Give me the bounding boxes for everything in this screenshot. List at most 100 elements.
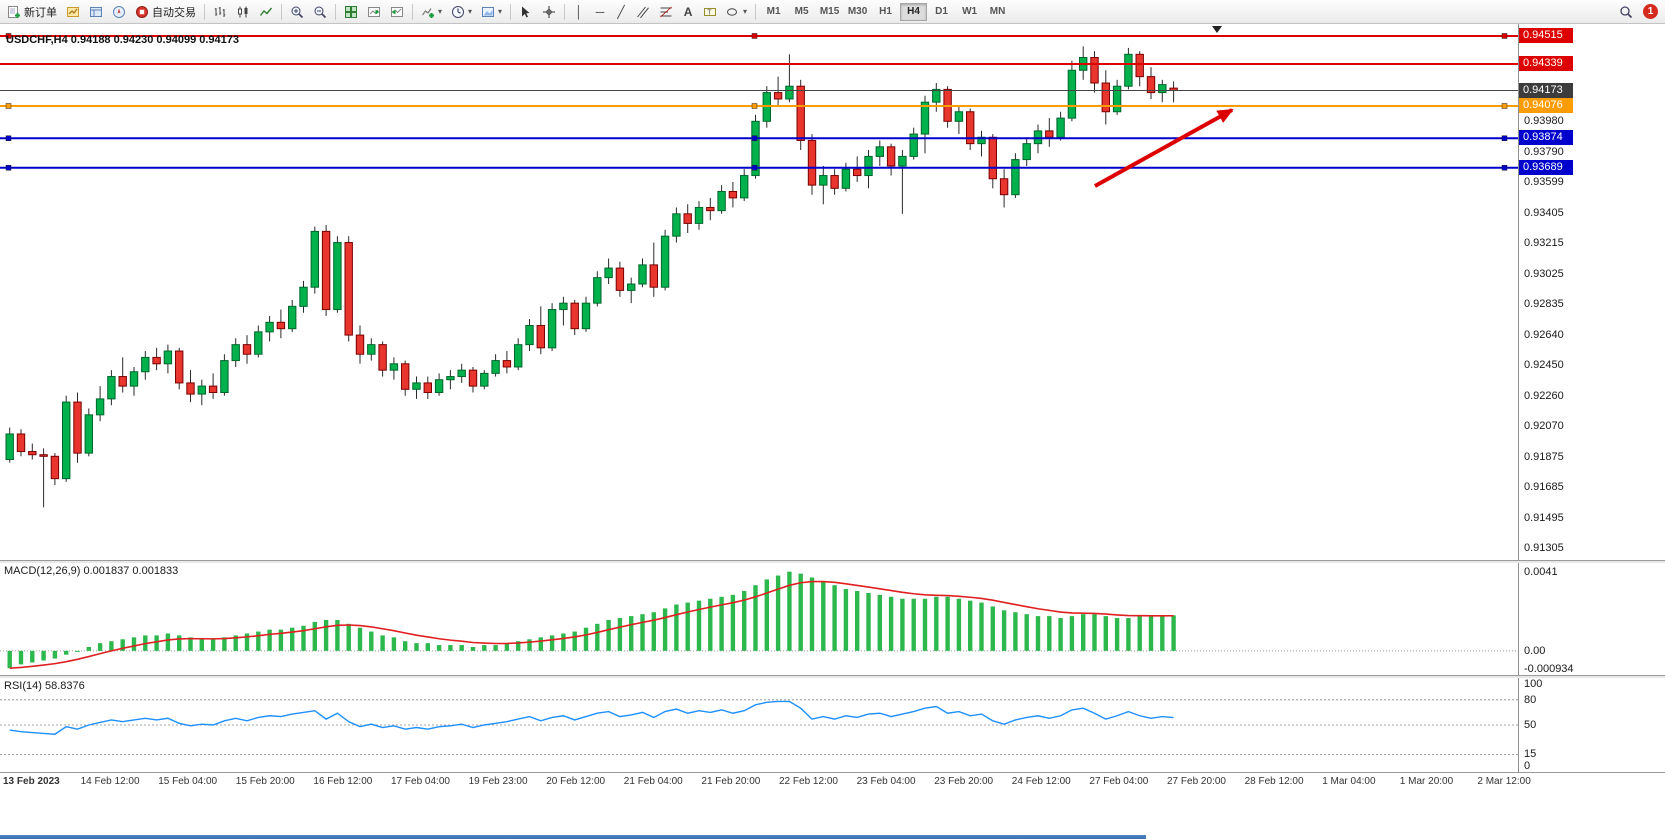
time-axis-label: 23 Feb 04:00 xyxy=(856,776,916,787)
candles-chart-button[interactable] xyxy=(232,2,254,22)
timeframe-h4[interactable]: H4 xyxy=(900,2,928,21)
autotrading-button[interactable]: 自动交易 xyxy=(131,2,200,22)
horizontal-line-button[interactable]: ─ xyxy=(590,2,610,22)
macd-label: MACD(12,26,9) 0.001837 0.001833 xyxy=(4,565,179,577)
macd-chart[interactable] xyxy=(0,563,1518,675)
macd-axis[interactable]: 0.0041 0.00 -0.000934 xyxy=(1518,563,1664,675)
trendline-button[interactable]: ╱ xyxy=(611,2,631,22)
macd-histogram-bar xyxy=(787,571,792,651)
vertical-line-button[interactable]: │ xyxy=(569,2,589,22)
line-anchor-marker[interactable] xyxy=(1501,103,1508,109)
indicators-button[interactable]: ▾ xyxy=(417,2,446,22)
chart-shift-button[interactable] xyxy=(363,2,385,22)
bars-chart-button[interactable] xyxy=(209,2,231,22)
panel-splitter[interactable] xyxy=(0,560,1665,563)
macd-histogram-bar xyxy=(968,600,973,651)
macd-histogram-bar xyxy=(380,635,385,651)
price-label-badge: 0.93689 xyxy=(1519,159,1573,175)
line-anchor-marker[interactable] xyxy=(1501,33,1508,39)
line-anchor-marker[interactable] xyxy=(751,164,758,171)
timeframe-m30[interactable]: M30 xyxy=(844,3,871,21)
rsi-scale-tick: 0 xyxy=(1524,760,1531,772)
trend-arrow-object[interactable] xyxy=(1094,108,1233,188)
time-axis-label: 27 Feb 04:00 xyxy=(1089,776,1149,787)
zoom-in-button[interactable] xyxy=(286,2,308,22)
line-anchor-marker[interactable] xyxy=(5,103,12,109)
search-button[interactable] xyxy=(1615,2,1637,22)
price-tick: 0.93790 xyxy=(1524,145,1564,158)
price-axis[interactable]: 0.93980 0.93790 0.93599 0.93405 0.93215 0.930… xyxy=(1518,24,1664,560)
timeframe-h1[interactable]: H1 xyxy=(872,3,899,21)
timeframe-m15[interactable]: M15 xyxy=(816,3,843,21)
candle xyxy=(310,226,320,294)
toolbar-right-group: 1 xyxy=(1615,2,1662,22)
templates-button[interactable]: ▾ xyxy=(477,2,506,22)
timeframe-m1[interactable]: M1 xyxy=(760,3,787,21)
rsi-chart[interactable] xyxy=(0,678,1518,772)
price-tick: 0.92835 xyxy=(1524,297,1564,310)
line-chart-button[interactable] xyxy=(255,2,277,22)
dropdown-caret-icon: ▾ xyxy=(438,7,443,16)
macd-histogram-bar xyxy=(1103,616,1108,651)
tile-windows-button[interactable] xyxy=(340,2,362,22)
timeframe-w1[interactable]: W1 xyxy=(956,3,983,21)
navigator-button[interactable] xyxy=(108,2,130,22)
candle xyxy=(502,351,512,374)
candle xyxy=(163,344,173,374)
time-axis[interactable]: 13 Feb 2023 14 Feb 12:00 15 Feb 04:00 15 Fe… xyxy=(0,772,1665,790)
macd-histogram-bar xyxy=(538,637,543,651)
text-button[interactable]: A xyxy=(678,2,698,22)
candle xyxy=(819,165,828,205)
candle xyxy=(457,363,466,383)
candle xyxy=(683,204,692,233)
crosshair-button[interactable] xyxy=(538,2,560,22)
rsi-axis[interactable]: 100 80 50 15 0 xyxy=(1518,678,1664,772)
line-anchor-marker[interactable] xyxy=(751,33,758,39)
zoom-out-button[interactable] xyxy=(309,2,331,22)
price-tick: 0.91305 xyxy=(1524,542,1564,555)
macd-histogram-bar xyxy=(18,650,24,665)
rsi-label: RSI(14) 58.8376 xyxy=(4,680,85,692)
shapes-button[interactable]: ▾ xyxy=(722,2,751,22)
toolbar-separator xyxy=(335,3,336,20)
price-tick: 0.92640 xyxy=(1524,329,1564,342)
line-anchor-marker[interactable] xyxy=(1501,164,1508,171)
line-anchor-marker[interactable] xyxy=(1501,135,1508,141)
panel-splitter[interactable] xyxy=(0,675,1665,678)
new-order-button[interactable]: 新订单 xyxy=(3,2,61,22)
line-anchor-marker[interactable] xyxy=(5,33,12,39)
time-axis-label: 1 Mar 20:00 xyxy=(1399,776,1454,787)
price-tick: 0.92070 xyxy=(1524,420,1564,432)
candle xyxy=(1169,81,1178,103)
timeframe-d1[interactable]: D1 xyxy=(928,3,955,21)
notification-badge[interactable]: 1 xyxy=(1643,4,1658,19)
timeframe-m5[interactable]: M5 xyxy=(788,3,815,21)
macd-histogram-bar xyxy=(775,575,781,651)
macd-histogram-bar xyxy=(448,645,453,651)
macd-histogram-bar xyxy=(52,650,58,659)
rsi-scale-tick: 80 xyxy=(1524,693,1537,706)
channel-button[interactable] xyxy=(632,2,654,22)
chart-autoscroll-button[interactable] xyxy=(386,2,408,22)
line-anchor-marker[interactable] xyxy=(751,135,758,141)
candlestick-chart[interactable] xyxy=(0,24,1518,560)
candle xyxy=(559,296,568,326)
candle xyxy=(355,325,365,364)
macd-histogram-bar xyxy=(177,635,182,651)
market-watch-button[interactable] xyxy=(62,2,84,22)
data-window-button[interactable] xyxy=(85,2,107,22)
candle xyxy=(954,105,964,135)
label-button[interactable]: T xyxy=(699,2,721,22)
timeframe-mn[interactable]: MN xyxy=(984,3,1011,21)
cursor-button[interactable] xyxy=(515,2,537,22)
chart-shift-marker[interactable] xyxy=(1212,26,1222,33)
fibonacci-button[interactable] xyxy=(655,2,677,22)
rsi-scale-tick: 15 xyxy=(1524,748,1537,761)
periods-button[interactable]: ▾ xyxy=(447,2,476,22)
line-anchor-marker[interactable] xyxy=(5,135,12,141)
line-anchor-marker[interactable] xyxy=(5,164,12,171)
macd-histogram-bar xyxy=(1047,616,1052,651)
macd-histogram-bar xyxy=(188,637,193,651)
line-anchor-marker[interactable] xyxy=(751,103,758,109)
macd-histogram-bar xyxy=(1160,616,1165,651)
